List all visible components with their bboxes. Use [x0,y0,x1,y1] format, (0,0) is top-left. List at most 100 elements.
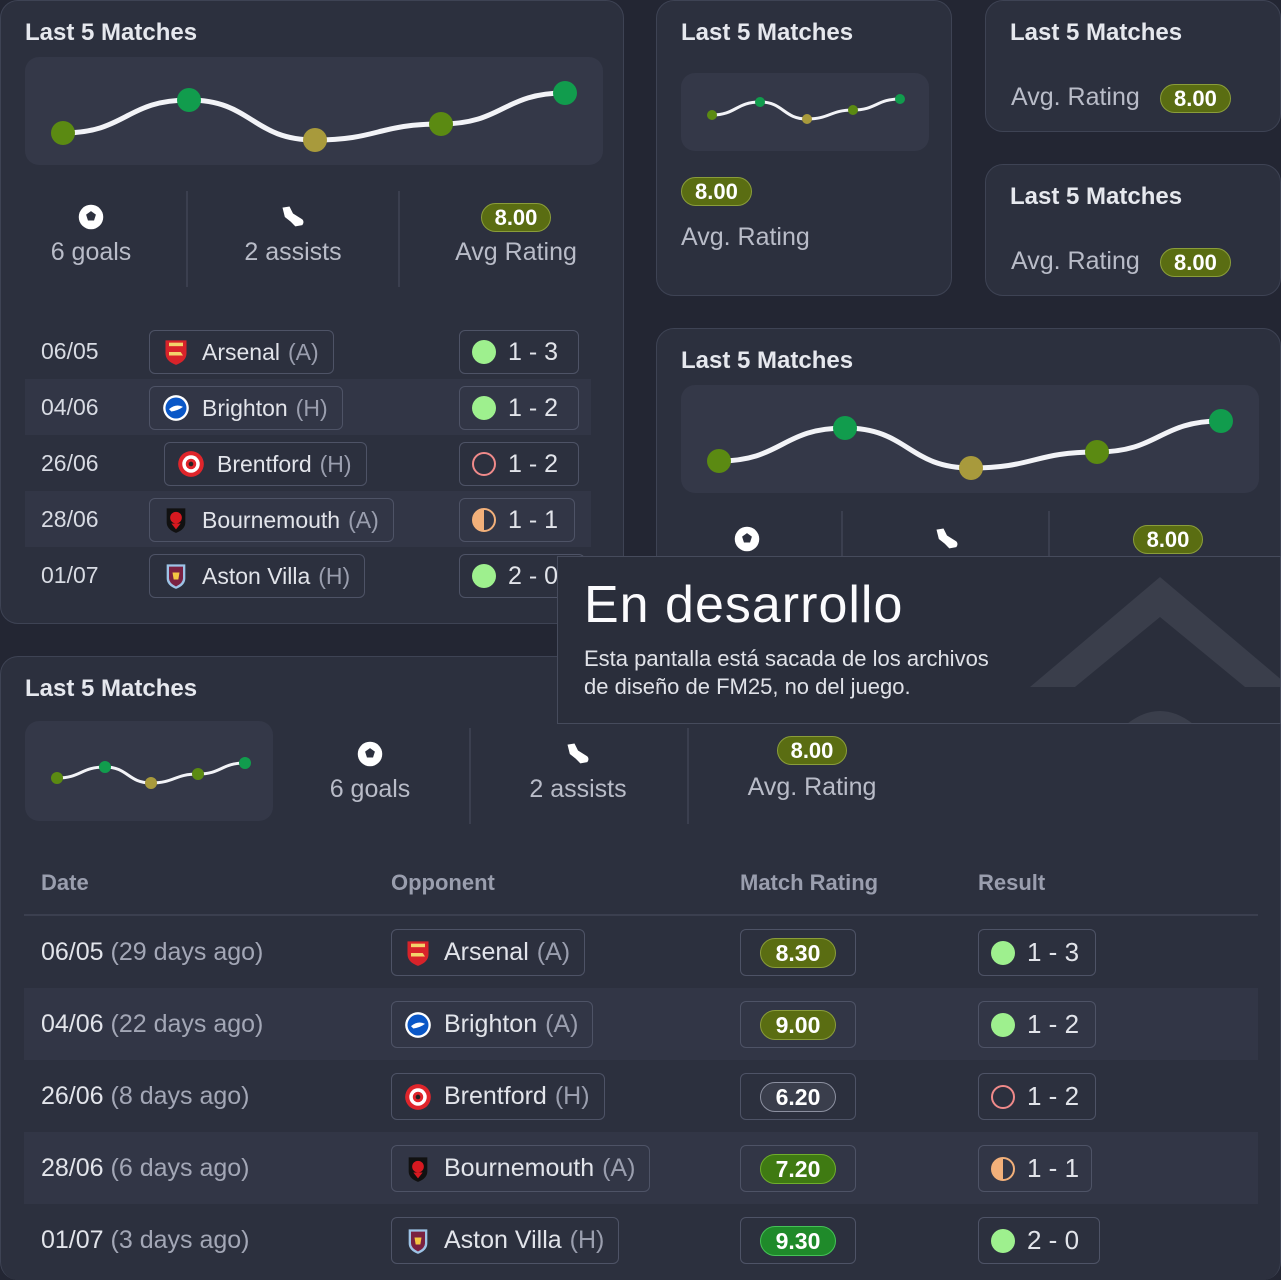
last-matches-card-mini: Last 5 Matches Avg. Rating 8.00 [985,164,1281,296]
table-row[interactable]: 28/06 (6 days ago) Bournemouth (A) 7.20 1… [24,1132,1258,1204]
assists-stat: 2 assists [223,203,363,267]
aston-villa-crest-icon [408,1228,428,1254]
avg-rating-label: Avg. Rating [1011,83,1140,111]
opponent-chip[interactable]: Brentford (H) [164,442,367,486]
result-score: 1 - 2 [508,449,559,478]
card-title: Last 5 Matches [25,19,198,46]
form-point [707,110,717,120]
list-item[interactable]: 28/06 Bournemouth (A) 1 - 1 [25,491,591,547]
result-chip: 1 - 3 [459,330,579,374]
result-chip: 2 - 0 [459,554,585,598]
result-chip: 1 - 2 [978,1001,1096,1048]
opponent-name: Brentford [444,1082,547,1110]
form-point [959,456,983,480]
result-chip: 1 - 2 [459,442,579,486]
form-point [848,105,858,115]
brentford-crest-icon [405,1083,431,1110]
form-point [239,757,251,769]
column-header-result[interactable]: Result [978,870,1046,895]
list-item[interactable]: 04/06 Brighton (H) 1 - 2 [25,379,591,435]
form-point [303,128,327,152]
opponent-name: Aston Villa [202,562,311,589]
divider [186,191,188,287]
table-row[interactable]: 04/06 (22 days ago) Brighton (A) 9.00 1 -… [24,988,1258,1060]
match-date: 28/06 [41,506,99,532]
avg-rating-pill-wrap: 8.00 [681,177,752,206]
watermark-logo-icon [1030,577,1280,723]
avg-rating-pill: 8.00 [1160,84,1231,113]
card-title: Last 5 Matches [1010,19,1183,46]
list-item[interactable]: 01/07 Aston Villa (H) 2 - 0 [25,547,591,603]
football-boot-icon [567,743,589,764]
column-header-date[interactable]: Date [41,870,89,895]
form-point [1209,409,1233,433]
assists-text: 2 assists [529,775,627,803]
form-sparkline [25,57,603,165]
assists-stat: 2 assists [508,740,648,804]
result-score: 1 - 3 [1027,937,1080,967]
avg-rating-stat: 8.00 Avg Rating [441,203,591,267]
avg-rating-pill-wrap: 8.00 [1160,84,1231,113]
card-title: Last 5 Matches [1010,183,1183,210]
opponent-chip[interactable]: Brighton (H) [149,386,343,430]
form-point [51,772,63,784]
form-point [833,416,857,440]
match-date: 26/06 [41,450,99,476]
opponent-chip[interactable]: Bournemouth (A) [149,498,394,542]
avg-rating-pill-wrap: 8.00 [1160,248,1231,277]
soccer-ball-icon [78,204,104,230]
opponent-chip[interactable]: Brighton (A) [391,1001,594,1048]
match-date: 28/06 (6 days ago) [41,1154,250,1182]
last-matches-card-mini: Last 5 Matches Avg. Rating 8.00 [985,0,1281,132]
match-rating-pill: 8.30 [759,937,837,968]
win-dot-icon [991,1012,1015,1037]
table-row[interactable]: 06/05 (29 days ago) Arsenal (A) 8.30 1 - … [24,916,1258,988]
opponent-name: Bournemouth [444,1154,595,1182]
opponent-chip[interactable]: Aston Villa (H) [149,554,366,598]
form-point [51,121,75,145]
venue: (A) [287,338,319,365]
venue: (H) [295,394,328,421]
form-point [755,97,765,107]
draw-dot-icon [991,1156,1015,1181]
result-score: 1 - 1 [1027,1153,1080,1183]
venue: (H) [569,1226,605,1254]
opponent-name: Aston Villa [444,1226,562,1254]
goals-text: 6 goals [329,775,411,803]
loss-dot-icon [472,452,496,476]
goals-stat: 6 goals [31,203,151,267]
match-rating-pill: 7.20 [759,1153,837,1184]
list-item[interactable]: 26/06 Brentford (H) 1 - 2 [25,435,591,491]
win-dot-icon [991,940,1015,965]
divider [469,728,471,824]
column-header-opponent[interactable]: Opponent [391,870,495,895]
banner-subtitle: Esta pantalla está sacada de los archivo… [584,646,989,699]
result-score: 1 - 2 [1027,1081,1080,1111]
avg-rating-pill: 8.00 [681,177,752,206]
opponent-chip[interactable]: Brentford (H) [391,1073,605,1120]
result-score: 2 - 0 [508,561,559,590]
match-rating-cell: 9.30 [740,1217,856,1264]
match-date: 01/07 [41,562,99,588]
match-rating-pill: 9.00 [759,1009,837,1040]
column-header-match-rating[interactable]: Match Rating [740,870,879,895]
opponent-name: Brentford [217,450,312,477]
avg-rating-pill: 8.00 [776,736,848,765]
match-date: 06/05 (29 days ago) [41,938,264,966]
brighton-crest-icon [405,1011,431,1038]
opponent-chip[interactable]: Bournemouth (A) [391,1145,651,1192]
table-row[interactable]: 01/07 (3 days ago) Aston Villa (H) 9.30 2… [24,1204,1258,1276]
venue: (A) [536,938,571,966]
opponent-chip[interactable]: Arsenal (A) [391,929,586,976]
list-item[interactable]: 06/05 Arsenal (A) 1 - 3 [25,323,591,379]
result-score: 1 - 2 [508,393,559,422]
win-dot-icon [991,1228,1015,1253]
table-row[interactable]: 26/06 (8 days ago) Brentford (H) 6.20 1 -… [24,1060,1258,1132]
opponent-chip[interactable]: Aston Villa (H) [391,1217,620,1264]
result-chip: 1 - 3 [978,929,1096,976]
opponent-chip[interactable]: Arsenal (A) [149,330,334,374]
venue: (H) [554,1082,590,1110]
form-sparkline [681,73,929,151]
result-chip: 1 - 1 [459,498,575,542]
opponent-name: Brighton [202,394,288,421]
